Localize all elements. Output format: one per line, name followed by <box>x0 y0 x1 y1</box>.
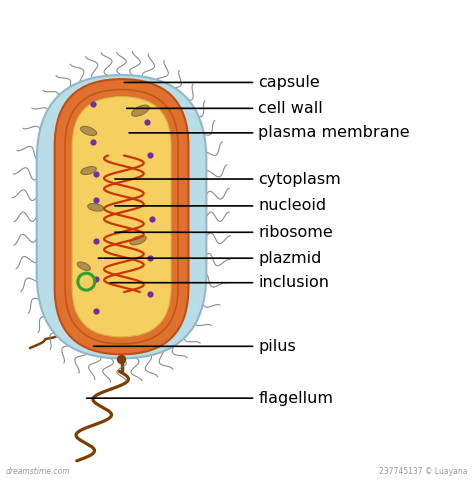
Text: inclusion: inclusion <box>110 275 329 290</box>
FancyBboxPatch shape <box>65 90 178 344</box>
FancyBboxPatch shape <box>55 79 189 354</box>
Text: cell wall: cell wall <box>127 101 323 116</box>
FancyBboxPatch shape <box>72 97 171 337</box>
Ellipse shape <box>77 262 91 270</box>
Text: ribosome: ribosome <box>115 225 333 240</box>
FancyBboxPatch shape <box>36 75 206 359</box>
Text: plasma membrane: plasma membrane <box>129 125 410 140</box>
Circle shape <box>117 355 126 364</box>
Ellipse shape <box>88 203 103 211</box>
Text: flagellum: flagellum <box>87 391 333 406</box>
Ellipse shape <box>81 126 97 136</box>
Ellipse shape <box>81 167 96 174</box>
Text: cytoplasm: cytoplasm <box>115 172 341 187</box>
Ellipse shape <box>132 105 149 116</box>
Text: nucleoid: nucleoid <box>115 198 326 213</box>
Ellipse shape <box>130 236 146 245</box>
Text: pilus: pilus <box>94 339 296 354</box>
Text: 237745137 © Luayana: 237745137 © Luayana <box>379 467 468 476</box>
Text: plazmid: plazmid <box>99 251 321 266</box>
Text: dreamstime.com: dreamstime.com <box>6 467 71 476</box>
Text: capsule: capsule <box>124 75 320 90</box>
